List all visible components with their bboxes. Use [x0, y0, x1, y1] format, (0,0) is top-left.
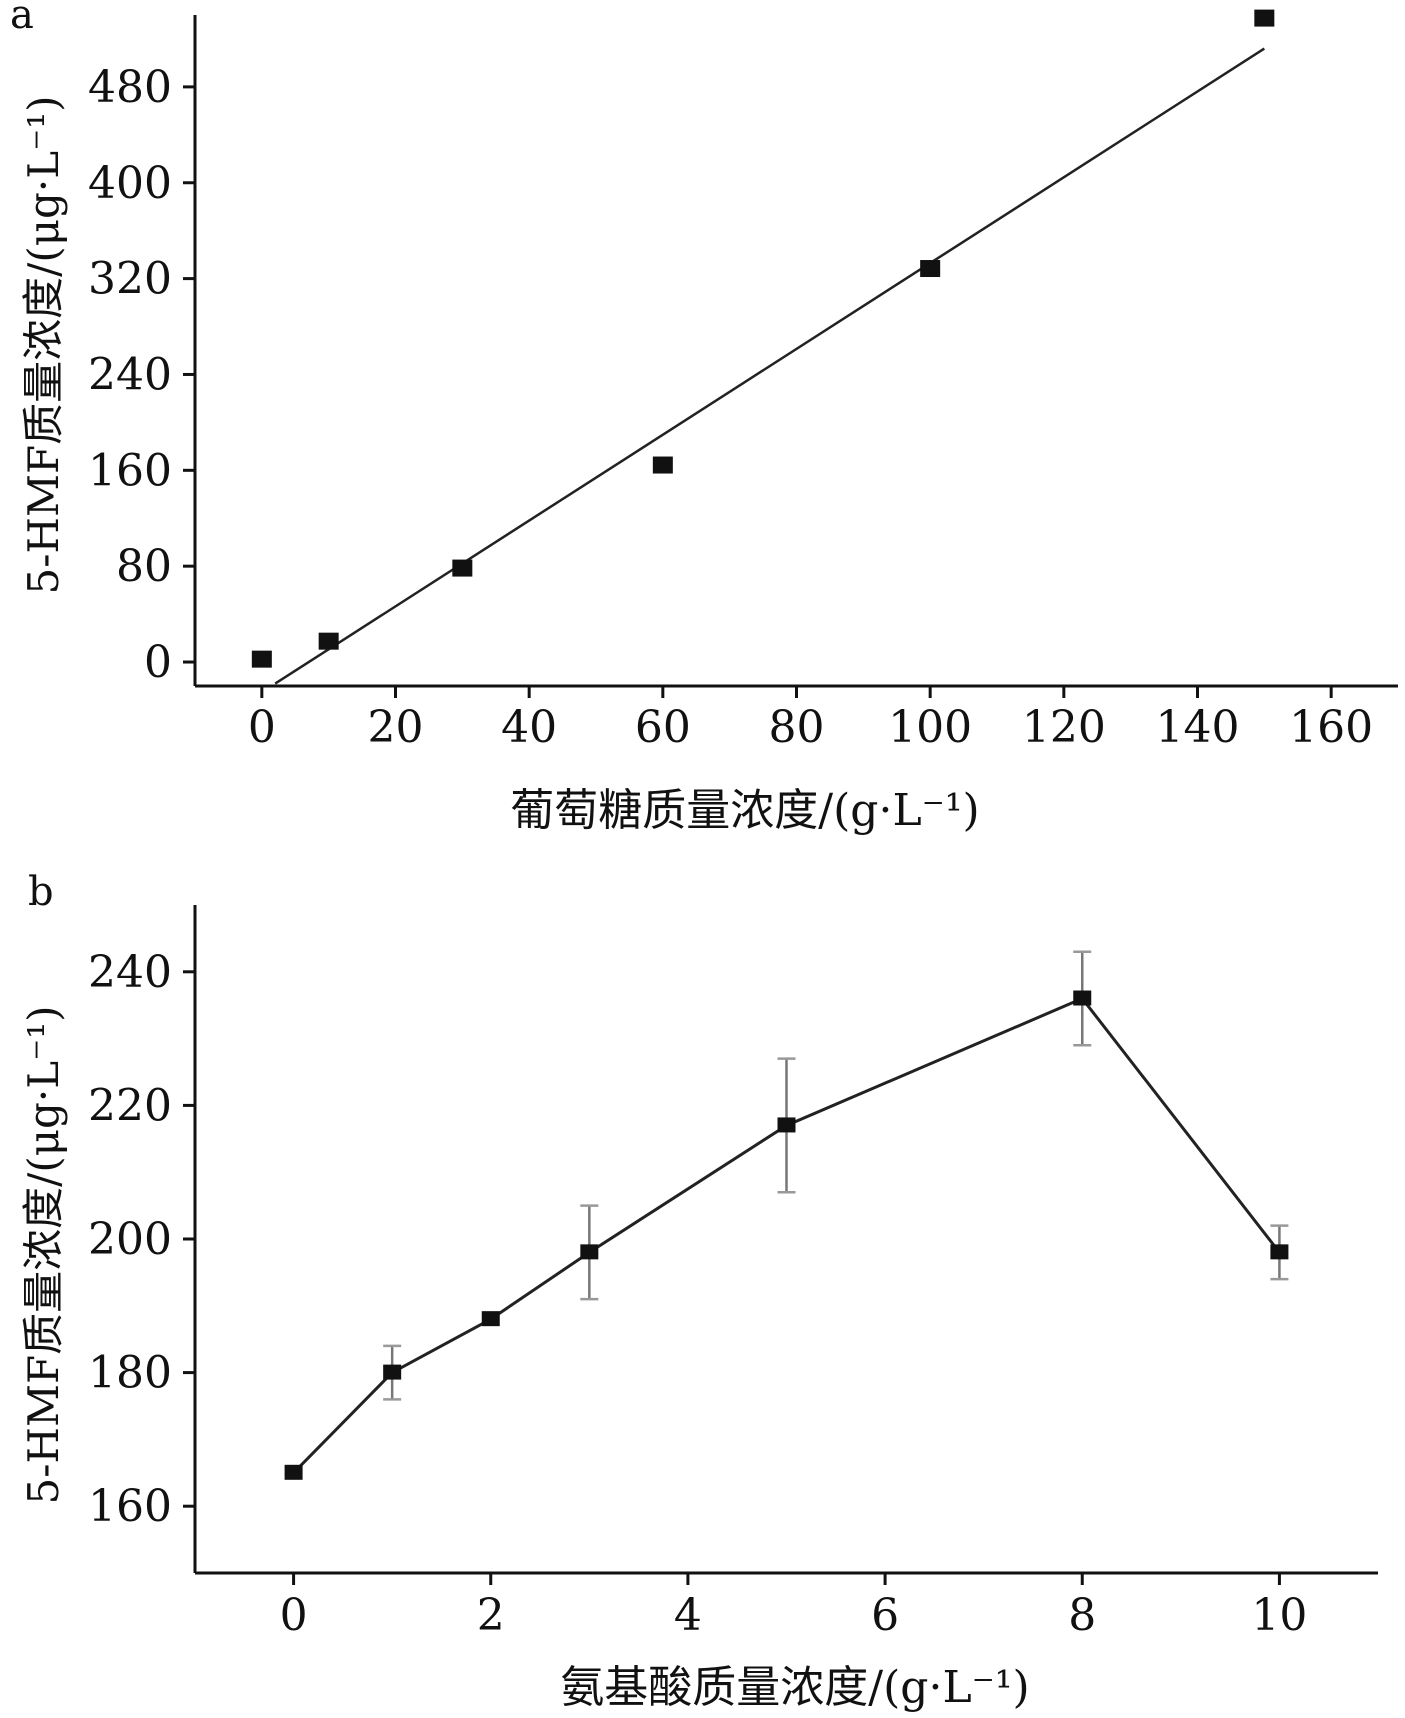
- x-tick-label: 140: [1156, 702, 1240, 753]
- y-tick-label: 160: [88, 1481, 172, 1532]
- y-tick-label: 480: [88, 62, 172, 113]
- x-axis-label-b: 氨基酸质量浓度/(g·L⁻¹): [560, 1662, 1029, 1713]
- y-tick-label: 240: [88, 349, 172, 400]
- x-tick-label: 0: [280, 1590, 308, 1641]
- data-point: [1254, 9, 1275, 27]
- x-tick-label: 0: [248, 702, 276, 753]
- chart-panel-a: a 0 20 40 60 80 100 120 140 160 0 80 160 240 320 400 4…: [10, 0, 1398, 836]
- data-point: [777, 1117, 796, 1133]
- x-tick-label: 8: [1068, 1590, 1096, 1641]
- y-tick-label: 180: [88, 1348, 172, 1399]
- axes-b: [193, 905, 1378, 1575]
- data-point: [652, 456, 673, 474]
- x-ticks-b: 0 2 4 6 8 10: [280, 1573, 1307, 1641]
- x-tick-label: 160: [1289, 702, 1373, 753]
- x-tick-label: 80: [769, 702, 825, 753]
- x-tick-label: 100: [888, 702, 972, 753]
- data-point: [481, 1311, 500, 1327]
- panel-label-b: b: [28, 869, 54, 915]
- data-point: [580, 1244, 599, 1260]
- x-axis-label-a: 葡萄糖质量浓度/(g·L⁻¹): [510, 785, 979, 836]
- y-axis-label-b: 5-HMF质量浓度/(μg·L⁻¹): [19, 1005, 68, 1504]
- y-ticks-b: 160 180 200 220 240: [88, 947, 195, 1532]
- series-b: [284, 990, 1289, 1480]
- data-point: [251, 650, 272, 668]
- fit-line-a: [274, 47, 1266, 685]
- y-tick-label: 320: [88, 254, 172, 305]
- y-tick-label: 160: [88, 445, 172, 496]
- data-point: [452, 559, 473, 577]
- data-point: [284, 1464, 303, 1480]
- y-tick-label: 80: [116, 541, 172, 592]
- x-tick-label: 60: [635, 702, 691, 753]
- fit-line: [274, 47, 1266, 685]
- panel-label-a: a: [10, 0, 34, 38]
- y-tick-label: 220: [88, 1080, 172, 1131]
- y-tick-label: 200: [88, 1214, 172, 1265]
- x-tick-label: 2: [477, 1590, 505, 1641]
- x-tick-label: 120: [1022, 702, 1106, 753]
- x-tick-label: 20: [368, 702, 424, 753]
- data-point: [1073, 990, 1092, 1006]
- x-tick-label: 10: [1251, 1590, 1307, 1641]
- data-point: [318, 632, 339, 650]
- data-point: [920, 260, 941, 278]
- data-point: [383, 1364, 402, 1380]
- y-axis-label-a: 5-HMF质量浓度/(μg·L⁻¹): [19, 95, 68, 594]
- x-tick-label: 6: [871, 1590, 899, 1641]
- y-tick-label: 400: [88, 158, 172, 209]
- error-bars-b: [383, 950, 1289, 1401]
- y-tick-label: 0: [144, 637, 172, 688]
- x-tick-label: 40: [501, 702, 557, 753]
- axes-a: [193, 15, 1398, 688]
- chart-panel-b: b 0 2 4 6 8 10 160 180 200 220 240 氨基酸质量浓度/(g·L⁻¹…: [19, 869, 1378, 1713]
- series-a: [251, 9, 1275, 668]
- data-point: [1270, 1244, 1289, 1260]
- x-tick-label: 4: [674, 1590, 702, 1641]
- y-tick-label: 240: [88, 947, 172, 998]
- x-ticks-a: 0 20 40 60 80 100 120 140 160: [248, 686, 1373, 753]
- y-ticks-a: 0 80 160 240 320 400 480: [88, 62, 195, 688]
